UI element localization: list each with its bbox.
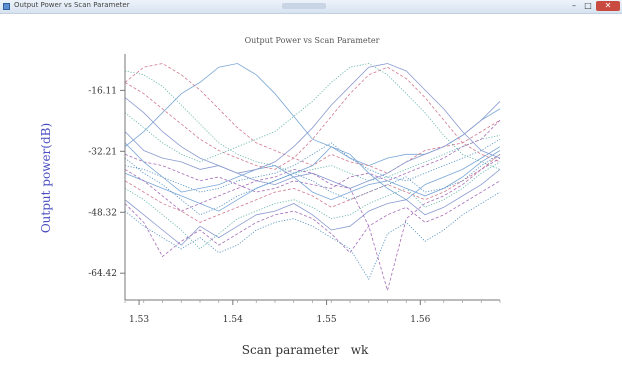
x-tick-label-3: 1.55 [317, 315, 337, 325]
series-layer [124, 63, 501, 293]
series-line-2 [124, 63, 501, 174]
window-title: Output Power vs Scan Parameter [14, 1, 130, 9]
series-line-3 [124, 70, 501, 182]
series-line-17 [124, 157, 501, 293]
output-power-chart: Output Power vs Scan Parameter 1.53 1.54 1… [39, 36, 501, 357]
series-line-12 [124, 191, 501, 281]
x-tick-label-2: 1.54 [223, 315, 243, 325]
series-line-4 [124, 101, 501, 189]
app-icon [3, 3, 10, 10]
x-axis-label: Scan parameter wk [242, 343, 369, 357]
y-tick-label-1: -16.11 [88, 86, 117, 96]
y-tick-label-4: -64.42 [88, 269, 117, 279]
maximize-icon[interactable]: □ [584, 1, 592, 10]
y-tick-label-3: -48.32 [88, 208, 117, 218]
close-icon[interactable]: ✕ [596, 1, 620, 11]
minimize-icon[interactable]: – [572, 1, 576, 10]
series-line-16 [124, 63, 501, 174]
chart-area: Output Power vs Scan Parameter 1.53 1.54 1… [0, 14, 622, 362]
window-titlebar: Output Power vs Scan Parameter – □ ✕ [0, 0, 622, 14]
ticks-layer: 1.53 1.54 1.55 1.56 -16.11 -32.21 -48.32 -64.42 [88, 86, 501, 325]
series-line-1 [124, 63, 501, 167]
series-line-8 [124, 153, 501, 223]
x-tick-label-4: 1.56 [410, 315, 430, 325]
series-line-7 [124, 146, 501, 212]
series-line-5 [124, 119, 501, 193]
series-line-13 [124, 142, 501, 201]
y-axis-label: Output power(dB) [39, 123, 53, 233]
series-line-10 [124, 169, 501, 246]
series-line-6 [124, 138, 501, 193]
x-tick-label-1: 1.53 [129, 315, 149, 325]
series-line-11 [124, 180, 501, 258]
series-line-9 [124, 161, 501, 250]
y-tick-label-2: -32.21 [88, 147, 117, 157]
titlebar-center-bar [282, 3, 326, 9]
chart-title: Output Power vs Scan Parameter [245, 36, 380, 45]
series-line-15 [124, 63, 501, 170]
